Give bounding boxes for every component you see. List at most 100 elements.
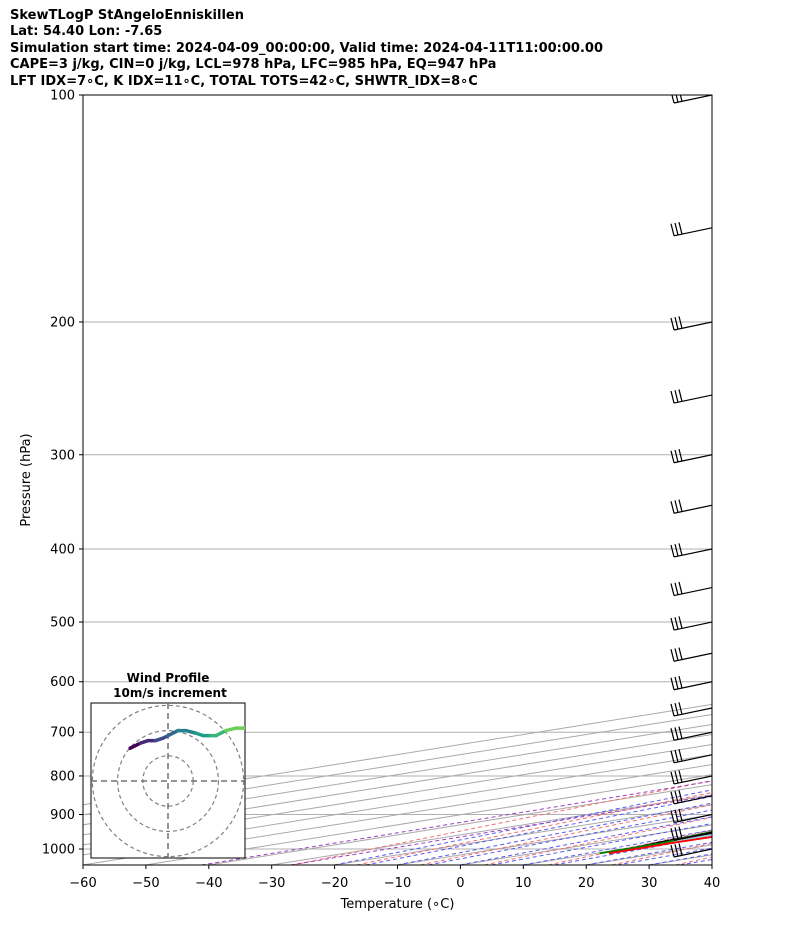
wind-barb-flag: [670, 810, 675, 823]
wind-barb-flag: [674, 648, 679, 661]
wind-barb-flag: [674, 809, 679, 822]
hodograph-ring: [116, 729, 220, 832]
x-tick-label: −60: [69, 876, 96, 891]
moist-adiabat-line: [711, 864, 712, 865]
x-tick-label: −40: [195, 876, 222, 891]
wind-barb-staff: [673, 754, 712, 764]
wind-barb-flag: [678, 826, 683, 839]
wind-barb-flag: [674, 790, 679, 804]
mixing-ratio-line: [290, 794, 712, 865]
wind-barb-flag: [678, 770, 683, 783]
y-tick-label: 200: [50, 315, 75, 330]
isotherm-line: [775, 95, 794, 865]
wind-barb-flag: [678, 222, 683, 235]
wind-barb: [670, 843, 712, 858]
wind-barb-flag: [678, 726, 683, 739]
wind-barb: [670, 499, 712, 514]
wind-barb-flag: [674, 500, 679, 513]
y-tick-label: 500: [50, 616, 75, 631]
wind-barb: [670, 581, 712, 597]
dewpoint-line: [599, 830, 712, 855]
x-tick-label: 10: [515, 876, 532, 891]
parcel-profile-line: [608, 831, 712, 855]
stability-indices: LFT IDX=7∘C, K IDX=11∘C, TOTAL TOTS=42∘C…: [10, 73, 478, 89]
wind-barb-staff: [673, 321, 712, 331]
x-tick-label: 40: [704, 876, 721, 891]
wind-barb-flag: [674, 749, 679, 763]
y-tick-label: 800: [50, 769, 75, 784]
wind-barb: [670, 826, 712, 841]
x-tick-label: 20: [578, 876, 595, 891]
convective-parameters: CAPE=3 j/kg, CIN=0 j/kg, LCL=978 hPa, LF…: [10, 57, 497, 73]
dry-adiabat-line: [483, 816, 712, 865]
moist-adiabat-line: [428, 809, 712, 865]
x-tick-label: 30: [641, 876, 658, 891]
y-tick-label: 900: [50, 808, 75, 823]
wind-barb-staff: [673, 652, 712, 662]
x-tick-label: −20: [321, 876, 348, 891]
wind-barb-flag: [678, 449, 683, 462]
wind-barb-flag: [670, 828, 675, 841]
wind-barb-staff: [673, 681, 712, 691]
wind-barb-flag: [674, 703, 679, 716]
wind-barb-flag: [678, 702, 683, 715]
isotherm-line: [397, 814, 712, 865]
wind-barb-flag: [674, 317, 679, 330]
moist-adiabat-line: [459, 816, 712, 865]
dry-adiabat-line: [611, 842, 712, 865]
wind-barb-staff: [673, 454, 712, 464]
dry-adiabat-line: [292, 780, 712, 865]
wind-barb: [671, 95, 712, 104]
wind-barb-flag: [674, 771, 679, 784]
chart-header: SkewTLogP StAngeloEnniskillen Lat: 54.40…: [10, 8, 603, 90]
x-tick-label: 0: [456, 876, 464, 891]
wind-barb: [670, 647, 712, 662]
wind-barb-flag: [670, 728, 675, 741]
wind-barb-flag: [670, 703, 675, 717]
wind-barb-staff: [673, 707, 712, 717]
wind-barb-flag: [674, 222, 679, 236]
wind-barb-flag: [670, 750, 675, 763]
dry-adiabat-line: [356, 791, 712, 865]
y-tick-label: 300: [50, 448, 75, 463]
wind-barb-staff: [673, 813, 712, 824]
wind-barb-flag: [674, 390, 679, 403]
dry-adiabat-line: [547, 829, 712, 865]
moist-adiabat-line: [680, 858, 712, 865]
wind-barb-flag: [675, 95, 679, 103]
wind-barb: [670, 449, 712, 464]
moist-adiabat-line: [554, 835, 712, 865]
moist-adiabat-line: [365, 795, 712, 865]
y-axis-label: Pressure (hPa): [19, 433, 34, 526]
x-tick-label: −50: [132, 876, 159, 891]
isotherm-line: [83, 703, 712, 806]
wind-barb-flag: [678, 581, 683, 595]
wind-barb: [670, 675, 712, 691]
wind-barb: [670, 790, 712, 805]
wind-barb: [670, 702, 712, 717]
wind-barb-staff: [673, 848, 712, 858]
mixing-ratio-line: [201, 780, 712, 865]
wind-barb-flag: [674, 617, 679, 630]
isotherm-line: [83, 723, 712, 826]
moist-adiabat-line: [334, 789, 712, 865]
wind-barb-staff: [673, 504, 712, 514]
x-tick-label: −30: [258, 876, 285, 891]
moist-adiabat-line: [617, 847, 712, 865]
wind-barb: [670, 543, 712, 558]
wind-barb-flag: [678, 647, 683, 660]
wind-barb-flag: [670, 791, 675, 804]
wind-barb-flag: [678, 316, 683, 329]
wind-barb: [670, 770, 712, 785]
moist-adiabat-line: [397, 802, 712, 865]
wind-barb-flag: [678, 499, 683, 512]
wind-barb-staff: [673, 621, 712, 631]
hodograph-title: Wind Profile: [127, 671, 210, 685]
y-tick-label: 1000: [42, 843, 75, 858]
isotherm-line: [83, 713, 712, 816]
y-tick-label: 400: [50, 542, 75, 557]
wind-barb-flag: [678, 675, 683, 689]
isotherm-line: [459, 824, 712, 865]
wind-barb-flag: [674, 676, 679, 690]
